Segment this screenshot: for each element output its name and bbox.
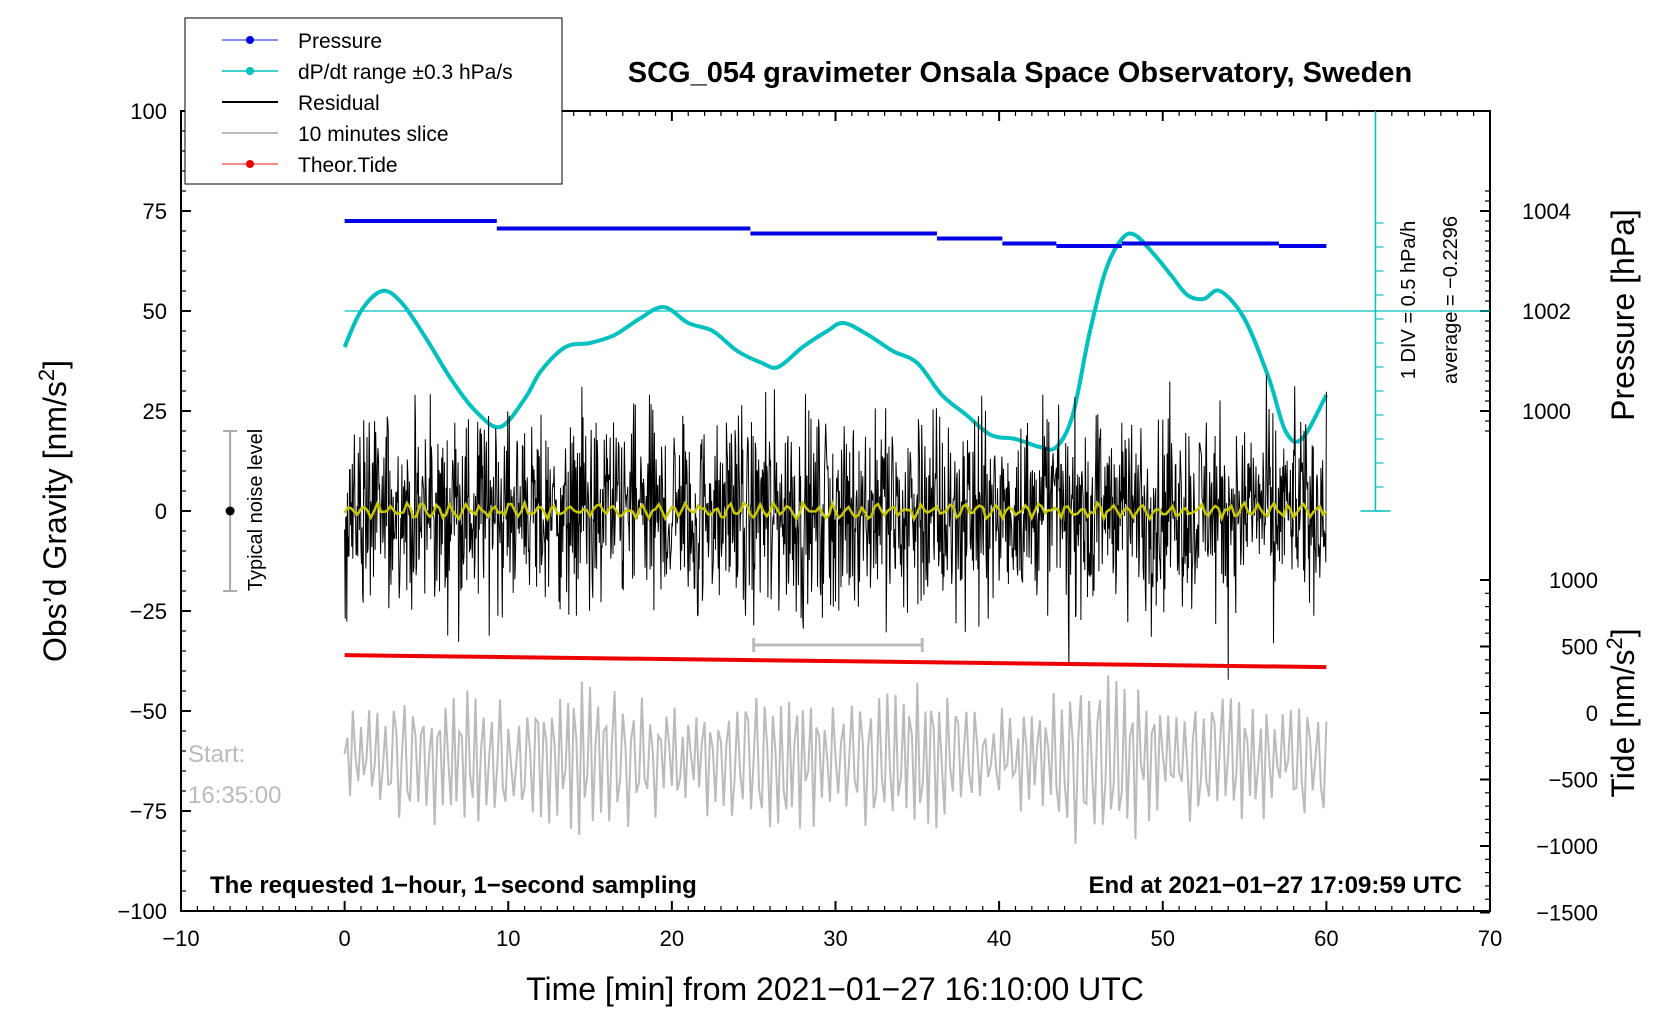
bottom-right-note: End at 2021−01−27 17:09:59 UTC bbox=[1088, 872, 1462, 899]
tide-tick-label: −500 bbox=[1548, 768, 1598, 793]
y-axis-label-pressure: Pressure [hPa] bbox=[1605, 209, 1641, 421]
y-axis-label-gravity: Obs’d Gravity [nm/s2] bbox=[34, 360, 73, 662]
tide-layer bbox=[344, 653, 1327, 670]
dpdt-curve bbox=[342, 231, 1329, 452]
x-tick-label: −10 bbox=[162, 926, 199, 951]
legend-pressure-label: Pressure bbox=[298, 30, 382, 53]
y-axis-label-tide-sup: 2 bbox=[1602, 637, 1627, 649]
residual-smoothed-trace bbox=[343, 498, 1328, 523]
y-tick-label: 100 bbox=[130, 99, 167, 124]
tide-line bbox=[344, 653, 1327, 670]
x-tick-label: 20 bbox=[660, 926, 684, 951]
legend: Pressure dP/dt range ±0.3 hPa/s Residual… bbox=[184, 17, 563, 185]
x-tick-label: 10 bbox=[496, 926, 520, 951]
noise-label: Typical noise level bbox=[245, 429, 267, 591]
y-tick-label: 75 bbox=[143, 199, 167, 224]
pressure-tick-label: 1000 bbox=[1522, 399, 1571, 424]
y-tick-label: −25 bbox=[130, 599, 167, 624]
x-tick-label: 70 bbox=[1478, 926, 1502, 951]
y-axis-label-gravity-main: Obs’d Gravity [nm/s bbox=[37, 381, 73, 662]
y-tick-label: −75 bbox=[130, 799, 167, 824]
legend-dpdt-label: dP/dt range ±0.3 hPa/s bbox=[298, 61, 513, 84]
residual-trace bbox=[344, 374, 1327, 680]
y-axis-label-tide-end: ] bbox=[1605, 628, 1641, 637]
x-tick-label: 60 bbox=[1314, 926, 1338, 951]
legend-pressure-marker bbox=[246, 36, 254, 44]
start-label: Start: bbox=[188, 741, 245, 768]
tide-tick-label: −1000 bbox=[1536, 834, 1598, 859]
slice-layer bbox=[343, 638, 1328, 844]
y-axis-label-tide: Tide [nm/s2] bbox=[1602, 628, 1641, 797]
y-tick-label: 25 bbox=[143, 399, 167, 424]
noise-bar-center-dot bbox=[225, 506, 235, 516]
tide-tick-label: 1000 bbox=[1549, 568, 1598, 593]
annotation-layer bbox=[223, 430, 238, 592]
x-tick-label: 50 bbox=[1151, 926, 1175, 951]
y-axis-label-gravity-sup: 2 bbox=[34, 369, 59, 381]
average-label: average = −0.2296 bbox=[1440, 216, 1462, 384]
x-tick-label: 40 bbox=[987, 926, 1011, 951]
tide-tick-label: 500 bbox=[1561, 635, 1598, 660]
y-tick-label: −50 bbox=[130, 699, 167, 724]
start-time: 16:35:00 bbox=[188, 782, 281, 809]
y-tick-label: −100 bbox=[117, 899, 167, 924]
legend-dpdt-marker bbox=[246, 67, 254, 75]
pressure-tick-label: 1002 bbox=[1522, 299, 1571, 324]
dpdt-layer bbox=[342, 111, 1490, 512]
x-tick-label: 0 bbox=[339, 926, 351, 951]
x-tick-label: 30 bbox=[823, 926, 847, 951]
residual-layer bbox=[343, 374, 1328, 680]
legend-tide-label: Theor.Tide bbox=[298, 154, 398, 177]
y-tick-label: 50 bbox=[143, 299, 167, 324]
legend-residual-label: Residual bbox=[298, 92, 380, 115]
pressure-tick-label: 1004 bbox=[1522, 199, 1571, 224]
div-label: 1 DIV = 0.5 hPa/h bbox=[1398, 221, 1420, 379]
pressure-layer bbox=[344, 219, 1327, 248]
x-axis-label: Time [min] from 2021−01−27 16:10:00 UTC bbox=[526, 971, 1144, 1007]
tide-tick-label: 0 bbox=[1586, 701, 1598, 726]
slice-trace bbox=[343, 675, 1328, 844]
tide-tick-label: −1500 bbox=[1536, 901, 1598, 926]
y-tick-label: 0 bbox=[155, 499, 167, 524]
legend-slice-label: 10 minutes slice bbox=[298, 123, 449, 146]
legend-tide-marker bbox=[246, 160, 254, 168]
y-axis-label-gravity-end: ] bbox=[37, 360, 73, 369]
y-axis-label-tide-main: Tide [nm/s bbox=[1605, 649, 1641, 797]
chart-title: SCG_054 gravimeter Onsala Space Observat… bbox=[628, 57, 1412, 89]
bottom-left-note: The requested 1−hour, 1−second sampling bbox=[210, 872, 697, 899]
